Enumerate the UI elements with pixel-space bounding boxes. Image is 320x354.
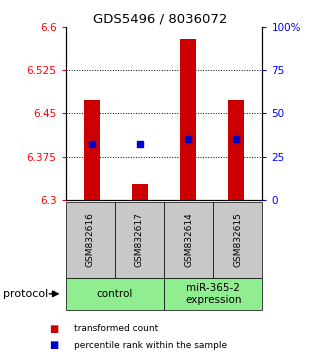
Bar	[180, 39, 196, 200]
Text: protocol: protocol	[3, 289, 48, 299]
Text: GSM832615: GSM832615	[233, 212, 242, 267]
Text: miR-365-2
expression: miR-365-2 expression	[185, 283, 242, 305]
Text: control: control	[97, 289, 133, 299]
Text: ■: ■	[50, 324, 59, 333]
Text: GSM832614: GSM832614	[184, 212, 193, 267]
Bar	[228, 100, 244, 200]
Text: GDS5496 / 8036072: GDS5496 / 8036072	[93, 12, 227, 25]
Bar	[84, 100, 100, 200]
Text: percentile rank within the sample: percentile rank within the sample	[74, 341, 227, 350]
Text: GSM832617: GSM832617	[135, 212, 144, 267]
Text: transformed count: transformed count	[74, 324, 158, 333]
Bar	[132, 184, 148, 200]
Text: ■: ■	[50, 340, 59, 350]
Text: GSM832616: GSM832616	[86, 212, 95, 267]
